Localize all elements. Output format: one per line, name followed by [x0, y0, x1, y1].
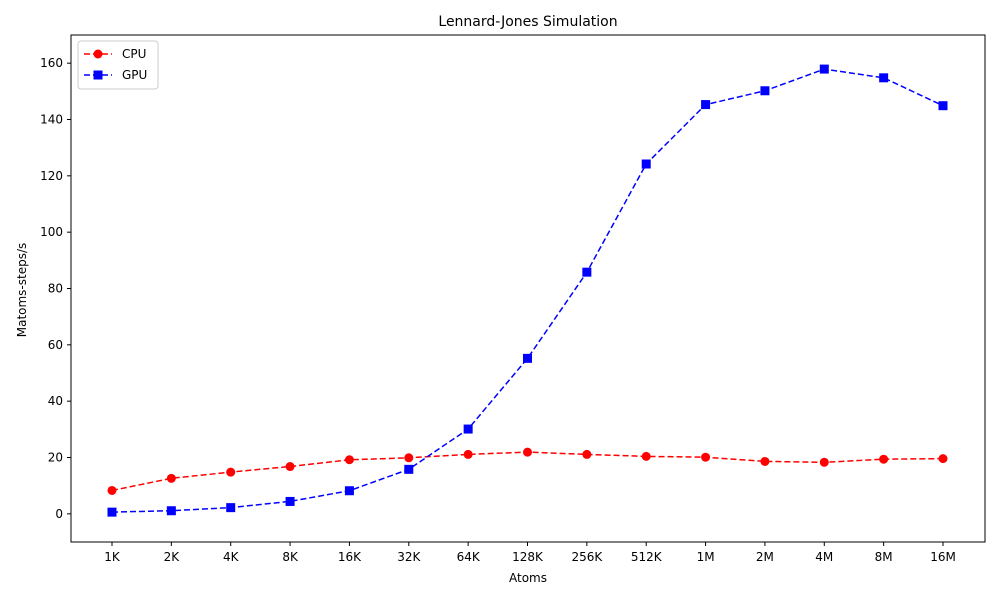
- cpu-point: [523, 447, 532, 457]
- cpu-point: [166, 473, 176, 483]
- cpu-point: [344, 455, 354, 465]
- y-tick-label: 20: [48, 451, 63, 465]
- y-tick-label: 0: [55, 507, 63, 521]
- cpu-point: [879, 454, 889, 464]
- plot-area: 0 20 40 60 80 100 120 140 160 1K 2K 4K 8K 16K 32K 64K 12…: [40, 34, 986, 564]
- x-tick-label: 64K: [457, 550, 481, 564]
- cpu-point: [107, 485, 117, 495]
- x-tick-label: 32K: [397, 550, 421, 564]
- gpu-point: [344, 486, 354, 496]
- gpu-point: [523, 353, 532, 363]
- y-tick-label: 160: [40, 56, 63, 70]
- gpu-point: [285, 496, 295, 506]
- cpu-point: [760, 456, 770, 466]
- y-tick-label: 60: [48, 338, 63, 352]
- gpu-point: [819, 64, 829, 74]
- cpu-point: [226, 467, 236, 477]
- x-tick-label: 8K: [282, 550, 299, 564]
- y-tick-label: 120: [40, 169, 63, 183]
- cpu-legend-marker: [93, 49, 103, 59]
- x-tick-label: 4M: [815, 550, 833, 564]
- x-tick-label: 1K: [104, 550, 121, 564]
- gpu-point: [879, 73, 889, 83]
- x-tick-label: 2K: [164, 550, 181, 564]
- cpu-point: [819, 457, 829, 467]
- legend: CPU GPU: [77, 40, 159, 90]
- gpu-point: [701, 100, 711, 110]
- y-tick-label: 80: [48, 282, 63, 296]
- gpu-point: [938, 101, 948, 111]
- cpu-point: [641, 451, 651, 461]
- gpu-series-line: [111, 68, 944, 513]
- y-tick-label: 100: [40, 225, 63, 239]
- x-tick-label: 2M: [756, 550, 774, 564]
- y-axis-label: Matoms-steps/s: [15, 243, 29, 338]
- gpu-point: [166, 506, 176, 516]
- x-tick-label: 1M: [697, 550, 715, 564]
- cpu-legend-label: CPU: [122, 47, 146, 61]
- x-tick-label: 8M: [875, 550, 893, 564]
- x-tick-label: 512K: [631, 550, 663, 564]
- cpu-point: [701, 452, 711, 462]
- gpu-legend-marker: [93, 70, 103, 80]
- x-tick-label: 16M: [930, 550, 956, 564]
- gpu-point: [641, 159, 651, 169]
- gpu-point: [107, 507, 117, 517]
- gpu-point: [404, 464, 414, 474]
- gpu-legend-label: GPU: [122, 68, 147, 82]
- cpu-point: [285, 462, 295, 472]
- cpu-point: [582, 449, 592, 459]
- x-tick-label: 4K: [223, 550, 240, 564]
- cpu-point: [404, 453, 414, 463]
- gpu-point: [760, 86, 770, 96]
- cpu-point: [463, 449, 473, 459]
- gpu-point: [463, 424, 473, 434]
- y-tick-label: 40: [48, 394, 63, 408]
- x-tick-label: 128K: [512, 550, 544, 564]
- x-tick-label: 16K: [338, 550, 362, 564]
- x-tick-label: 256K: [571, 550, 603, 564]
- x-axis-label: Atoms: [509, 571, 547, 585]
- gpu-point: [226, 503, 236, 513]
- y-tick-label: 140: [40, 113, 63, 127]
- chart-title: Lennard-Jones Simulation: [438, 14, 617, 30]
- gpu-point: [582, 267, 592, 277]
- cpu-point: [938, 454, 948, 464]
